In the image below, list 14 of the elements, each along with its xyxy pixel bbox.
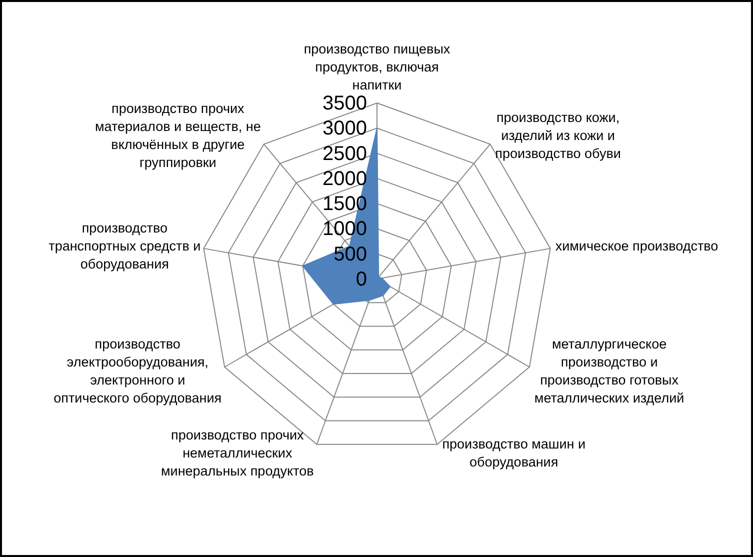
- spoke-label: производство прочих неметаллических минеральных продуктов: [161, 428, 314, 478]
- spoke-label: производство машин и оборудования: [442, 436, 586, 470]
- y-tick-label: 2500: [322, 142, 367, 165]
- spoke-label: химическое производство: [555, 238, 718, 254]
- y-tick-label: 0: [356, 268, 367, 291]
- spoke-label: производство транспортных средств и оборудования: [48, 220, 201, 272]
- spoke-label: производство прочих материалов и веществ, не включённых в другие группировки: [94, 101, 261, 170]
- y-tick-label: 3000: [322, 118, 367, 140]
- y-tick-label: 3500: [322, 92, 367, 115]
- spoke-label: производство пищевых продуктов, включая напитки: [304, 42, 450, 93]
- y-tick-label: 500: [334, 243, 367, 266]
- spoke-label: металлургическое производство и производство готовых металлических изделий: [534, 336, 684, 406]
- spoke-label: производство кожи, изделий из кожи и производство обуви: [495, 110, 621, 162]
- spoke-label: производство электрооборудования, электронного и оптического оборудования: [54, 336, 222, 406]
